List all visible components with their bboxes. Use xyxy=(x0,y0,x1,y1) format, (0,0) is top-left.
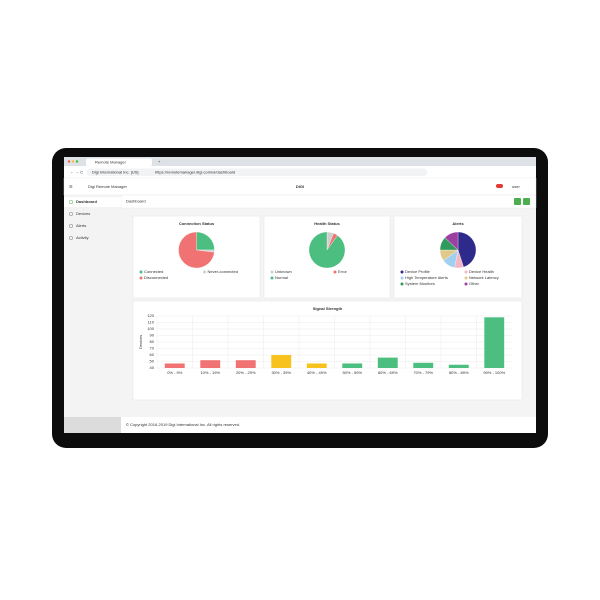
legend-label: Other xyxy=(469,281,480,286)
x-tick-label: 20% - 29% xyxy=(236,370,256,375)
nav-buttons[interactable]: ← → C xyxy=(70,170,83,175)
bar xyxy=(413,362,434,368)
legend-label: Device Profile xyxy=(405,269,430,274)
chart-title: Connection Status xyxy=(179,221,215,226)
y-tick-label: 70 xyxy=(150,346,155,351)
breadcrumb-bar xyxy=(120,194,537,209)
legend-label: Unknown xyxy=(275,269,292,274)
legend-swatch xyxy=(333,270,337,274)
breadcrumb: Dashboard xyxy=(126,199,146,204)
x-tick-label: 30% - 39% xyxy=(271,370,291,375)
pie-slice xyxy=(178,231,215,269)
site-name: Digi International Inc. [US] xyxy=(92,170,138,175)
footer xyxy=(121,417,536,433)
bar xyxy=(377,357,398,368)
edit-button[interactable] xyxy=(514,198,521,205)
y-tick-label: 120 xyxy=(147,313,154,318)
x-tick-label: 80% - 89% xyxy=(449,370,469,375)
nav-icon xyxy=(68,223,74,229)
bar xyxy=(448,364,469,368)
legend-swatch xyxy=(400,282,404,286)
legend-label: Connected xyxy=(144,269,163,274)
bar xyxy=(484,317,505,368)
y-tick-label: 60 xyxy=(150,352,155,357)
x-tick-label: 40% - 49% xyxy=(307,370,327,375)
legend-swatch xyxy=(139,276,143,280)
bar xyxy=(200,360,221,368)
card xyxy=(132,300,523,401)
pie-slice xyxy=(444,231,459,251)
tab-bar xyxy=(64,157,536,166)
legend-swatch xyxy=(270,270,274,274)
y-tick-label: 100 xyxy=(147,326,154,331)
nav-item[interactable]: Alerts xyxy=(76,223,86,228)
x-tick-label: 10% - 19% xyxy=(200,370,220,375)
legend-label: System Monitors xyxy=(405,281,435,286)
window-maximize[interactable] xyxy=(75,160,79,163)
pie-slice xyxy=(308,231,346,269)
refresh-button[interactable] xyxy=(523,198,530,205)
legend-swatch xyxy=(464,282,468,286)
chart-title: Alerts xyxy=(452,221,464,226)
new-tab[interactable]: + xyxy=(158,159,161,164)
y-tick-label: 110 xyxy=(148,320,155,325)
legend-swatch xyxy=(464,270,468,274)
legend-label: Network Latency xyxy=(469,275,499,280)
legend-label: Disconnected xyxy=(144,275,168,280)
legend-swatch xyxy=(270,276,274,280)
bar xyxy=(164,363,185,368)
nav-active xyxy=(64,197,121,207)
nav-item[interactable]: Devices xyxy=(76,211,90,216)
x-tick-label: 0% - 9% xyxy=(167,370,183,375)
bar xyxy=(235,360,256,368)
x-tick-label: 70% - 79% xyxy=(413,370,433,375)
legend-label: Never-connected xyxy=(208,269,238,274)
legend-label: Device Health xyxy=(469,269,494,274)
app-name: Digi Remote Manager xyxy=(88,184,128,189)
legend-swatch xyxy=(464,276,468,280)
menu-icon[interactable]: ☰ xyxy=(69,184,73,189)
y-tick-label: 40 xyxy=(150,365,155,370)
y-tick-label: 90 xyxy=(150,333,155,338)
legend-swatch xyxy=(139,270,143,274)
legend-label: Normal xyxy=(275,275,288,280)
url-field[interactable] xyxy=(87,168,427,177)
legend-label: High Temperature Alerts xyxy=(405,275,448,280)
x-tick-label: 50% - 59% xyxy=(342,370,362,375)
legend-swatch xyxy=(203,270,206,274)
legend-label: Error xyxy=(338,269,348,274)
url: https://remotemanager.digi.com/ui/dashbo… xyxy=(155,170,235,175)
chart-title: Health Status xyxy=(314,221,340,226)
user-menu[interactable]: user xyxy=(512,184,520,189)
logo: DIGI xyxy=(296,184,304,189)
x-tick-label: 60% - 69% xyxy=(378,370,398,375)
nav-icon xyxy=(68,211,74,217)
bar xyxy=(271,355,292,368)
window-close[interactable] xyxy=(67,160,71,163)
browser-tab[interactable] xyxy=(86,158,152,167)
copyright: © Copyright 2016-2019 Digi International… xyxy=(126,422,240,427)
nav-item[interactable]: Dashboard xyxy=(76,199,97,204)
bar xyxy=(342,363,363,368)
nav-icon xyxy=(68,199,74,205)
nav-item[interactable]: Activity xyxy=(76,235,89,240)
legend-swatch xyxy=(400,270,404,274)
sidebar-collapse[interactable] xyxy=(64,417,121,433)
y-tick-label: 50 xyxy=(150,359,155,364)
y-tick-label: 80 xyxy=(150,339,155,344)
x-tick-label: 90% - 100% xyxy=(483,370,505,375)
window-minimize[interactable] xyxy=(71,160,75,163)
sidebar xyxy=(64,195,121,433)
bar xyxy=(306,363,327,368)
notification-badge[interactable] xyxy=(496,184,503,188)
y-axis-label: Devices xyxy=(138,335,143,349)
pie-slice xyxy=(457,231,477,268)
legend-swatch xyxy=(400,276,404,280)
tab-title: Remote Manager xyxy=(95,160,127,165)
nav-icon xyxy=(68,235,74,241)
chart-title: Signal Strength xyxy=(313,306,343,311)
